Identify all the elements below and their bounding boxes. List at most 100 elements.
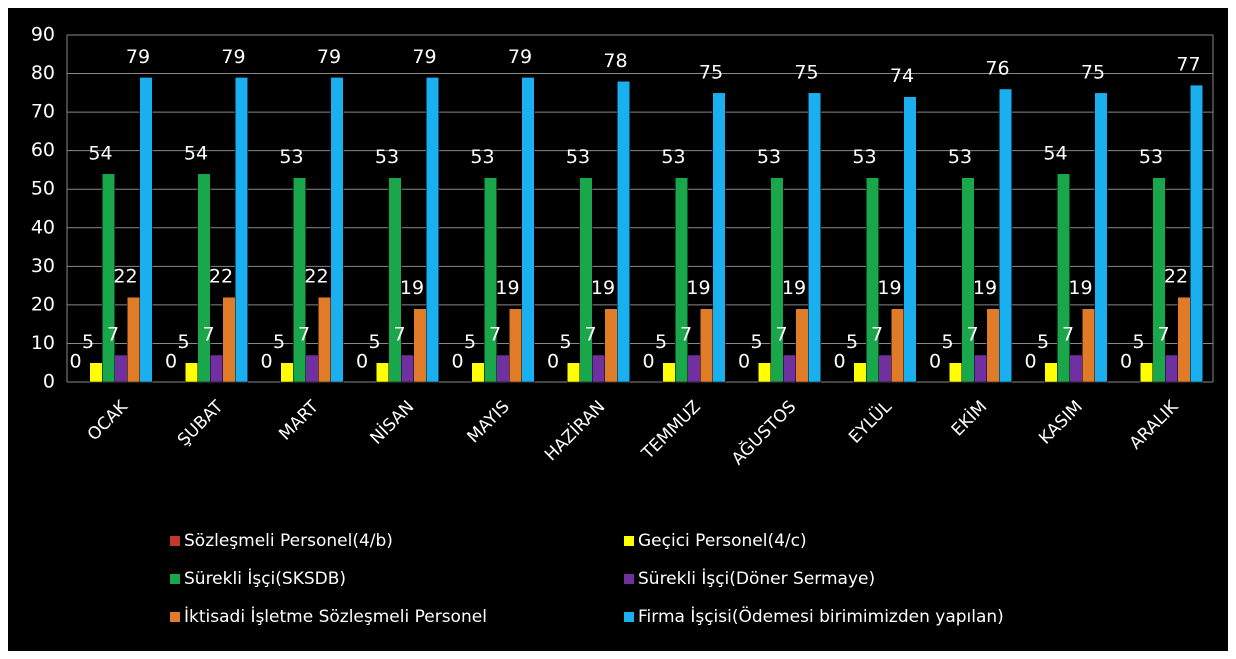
bar — [127, 296, 140, 383]
bar — [1082, 308, 1095, 383]
value-label: 74 — [890, 65, 914, 87]
value-label: 22 — [113, 266, 137, 288]
value-label: 22 — [1164, 266, 1188, 288]
value-label: 7 — [107, 324, 119, 346]
y-tick-label: 60 — [31, 139, 55, 161]
bar — [509, 308, 522, 383]
bar — [293, 177, 306, 383]
legend-label: Firma İşçisi(Ödemesi birimimizden yapıla… — [638, 605, 1004, 627]
bar — [521, 77, 535, 383]
y-tick-label: 10 — [31, 332, 55, 354]
value-label: 7 — [775, 324, 787, 346]
legend-swatch — [624, 536, 634, 546]
y-tick-label: 20 — [31, 293, 55, 315]
bar — [1190, 84, 1203, 383]
value-label: 5 — [464, 331, 476, 353]
value-label: 19 — [973, 277, 997, 299]
value-label: 5 — [1037, 331, 1049, 353]
bar — [1057, 173, 1070, 383]
bar — [89, 362, 103, 383]
bar — [102, 173, 115, 383]
value-label: 7 — [584, 324, 596, 346]
bar — [185, 362, 198, 383]
value-label: 0 — [165, 351, 177, 373]
value-label: 0 — [738, 351, 750, 373]
bar — [1177, 296, 1191, 383]
value-label: 5 — [1132, 331, 1144, 353]
bar — [1140, 362, 1153, 383]
value-label: 53 — [661, 146, 685, 168]
bar — [235, 77, 248, 383]
value-label: 54 — [88, 142, 112, 164]
value-label: 0 — [1120, 351, 1132, 373]
y-tick-label: 70 — [31, 101, 55, 123]
value-label: 53 — [757, 146, 781, 168]
value-label: 7 — [489, 324, 501, 346]
bar — [426, 77, 439, 383]
bar — [675, 177, 688, 383]
value-label: 53 — [375, 146, 399, 168]
value-label: 5 — [750, 331, 762, 353]
value-label: 5 — [368, 331, 380, 353]
bar — [330, 77, 344, 383]
value-label: 0 — [356, 351, 368, 373]
value-label: 7 — [1062, 324, 1074, 346]
value-label: 5 — [655, 331, 667, 353]
value-label: 7 — [871, 324, 883, 346]
value-label: 79 — [126, 46, 150, 68]
y-tick-label: 50 — [31, 178, 55, 200]
bar — [139, 77, 153, 383]
bar — [974, 354, 987, 383]
bar — [986, 308, 1000, 383]
legend-swatch — [624, 612, 634, 622]
bar — [496, 354, 510, 383]
value-label: 0 — [69, 351, 81, 373]
y-tick-label: 80 — [31, 62, 55, 84]
bar — [579, 177, 593, 383]
value-label: 22 — [209, 266, 233, 288]
value-label: 53 — [1139, 146, 1163, 168]
bar — [1165, 354, 1178, 383]
bar — [1094, 92, 1108, 383]
bar — [617, 81, 630, 383]
bar — [197, 173, 211, 383]
value-label: 22 — [304, 266, 328, 288]
value-label: 19 — [782, 277, 806, 299]
bar — [891, 308, 904, 383]
legend-label: Geçici Personel(4/c) — [638, 531, 807, 551]
legend-label: Sürekli İşçi(Döner Sermaye) — [638, 568, 875, 589]
value-label: 7 — [1157, 324, 1169, 346]
bar — [853, 362, 867, 383]
bar — [376, 362, 389, 383]
value-label: 79 — [317, 46, 341, 68]
bar — [471, 362, 485, 383]
bar — [567, 362, 580, 383]
bar — [114, 354, 128, 383]
legend-label: Sözleşmeli Personel(4/b) — [184, 531, 393, 551]
value-label: 0 — [547, 351, 559, 373]
value-label: 19 — [1068, 277, 1092, 299]
value-label: 0 — [642, 351, 654, 373]
bar — [795, 308, 809, 383]
value-label: 5 — [559, 331, 571, 353]
bar — [280, 362, 294, 383]
bar — [878, 354, 892, 383]
bar — [388, 177, 402, 383]
value-label: 7 — [680, 324, 692, 346]
bar — [484, 177, 497, 383]
value-label: 76 — [985, 57, 1009, 79]
value-label: 0 — [451, 351, 463, 373]
bar — [413, 308, 427, 383]
value-label: 53 — [566, 146, 590, 168]
value-label: 7 — [393, 324, 405, 346]
value-label: 78 — [603, 50, 627, 72]
value-label: 75 — [1081, 61, 1105, 83]
legend-label: İktisadi İşletme Sözleşmeli Personel — [184, 606, 487, 627]
bar — [305, 354, 319, 383]
bar — [700, 308, 713, 383]
value-label: 7 — [202, 324, 214, 346]
bar — [903, 96, 917, 383]
value-label: 75 — [699, 61, 723, 83]
value-label: 54 — [1043, 142, 1067, 164]
